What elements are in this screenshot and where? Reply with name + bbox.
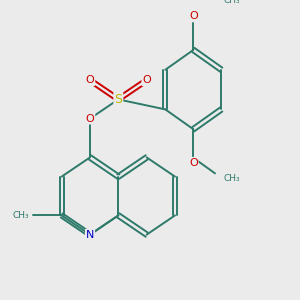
Text: CH₃: CH₃ [223, 0, 240, 5]
Text: O: O [189, 158, 198, 168]
Text: O: O [142, 75, 151, 85]
Text: S: S [114, 93, 122, 106]
Text: CH₃: CH₃ [223, 174, 240, 183]
Text: CH₃: CH₃ [13, 211, 29, 220]
Text: O: O [85, 114, 94, 124]
Text: O: O [85, 75, 94, 85]
Text: N: N [86, 230, 94, 240]
Text: O: O [189, 11, 198, 21]
